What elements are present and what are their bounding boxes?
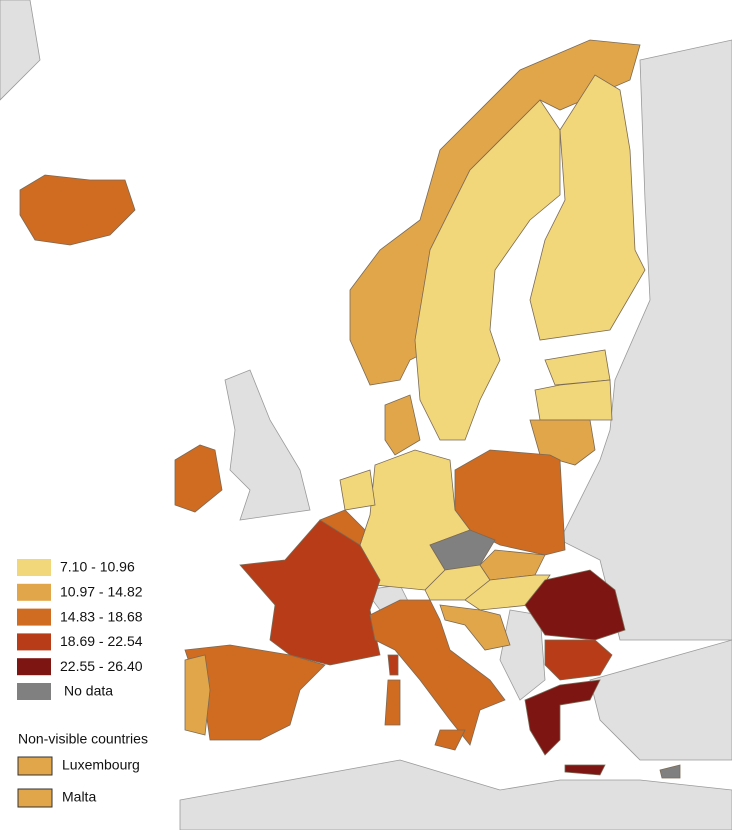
country — [19, 174, 136, 246]
country — [384, 679, 401, 726]
legend-label: 10.97 - 14.82 — [60, 584, 143, 600]
country — [564, 764, 606, 776]
country — [659, 764, 681, 779]
country — [414, 99, 561, 441]
countries — [19, 39, 681, 779]
legend-swatch — [17, 658, 51, 676]
country — [544, 349, 611, 386]
country — [534, 379, 613, 421]
land — [179, 759, 732, 830]
country — [434, 729, 466, 751]
land — [0, 0, 41, 101]
land — [589, 639, 732, 761]
country — [524, 569, 626, 641]
legend-label: 7.10 - 10.96 — [60, 559, 135, 575]
legend-swatch — [17, 683, 51, 700]
land — [559, 39, 732, 641]
country — [384, 394, 421, 456]
legend-label: 22.55 - 26.40 — [60, 658, 143, 674]
country-label: Luxembourg — [62, 757, 140, 773]
legend-swatch — [17, 633, 51, 651]
country — [524, 679, 601, 756]
country — [429, 529, 496, 571]
country — [369, 599, 506, 746]
country — [529, 419, 596, 466]
non-visible-list: Luxembourg Malta — [17, 756, 140, 808]
legend-swatch — [17, 583, 51, 601]
country — [479, 549, 546, 581]
country-label: Malta — [62, 789, 96, 805]
legend-swatch — [17, 608, 51, 626]
land — [224, 369, 311, 521]
legend-swatch — [17, 559, 51, 576]
country — [339, 469, 376, 511]
legend: 7.10 - 10.96 10.97 - 14.82 14.83 - 18.68 18… — [17, 559, 143, 700]
legend-label: No data — [64, 683, 113, 699]
country — [387, 654, 399, 676]
non-visible-title: Non-visible countries — [18, 731, 148, 747]
country — [174, 444, 223, 513]
country-swatch — [17, 756, 53, 776]
country — [439, 604, 511, 651]
legend-label: 14.83 - 18.68 — [60, 608, 143, 624]
legend-label: 18.69 - 22.54 — [60, 633, 143, 649]
country — [529, 74, 646, 341]
country-swatch — [17, 788, 53, 808]
country — [544, 639, 613, 681]
country — [184, 654, 211, 736]
